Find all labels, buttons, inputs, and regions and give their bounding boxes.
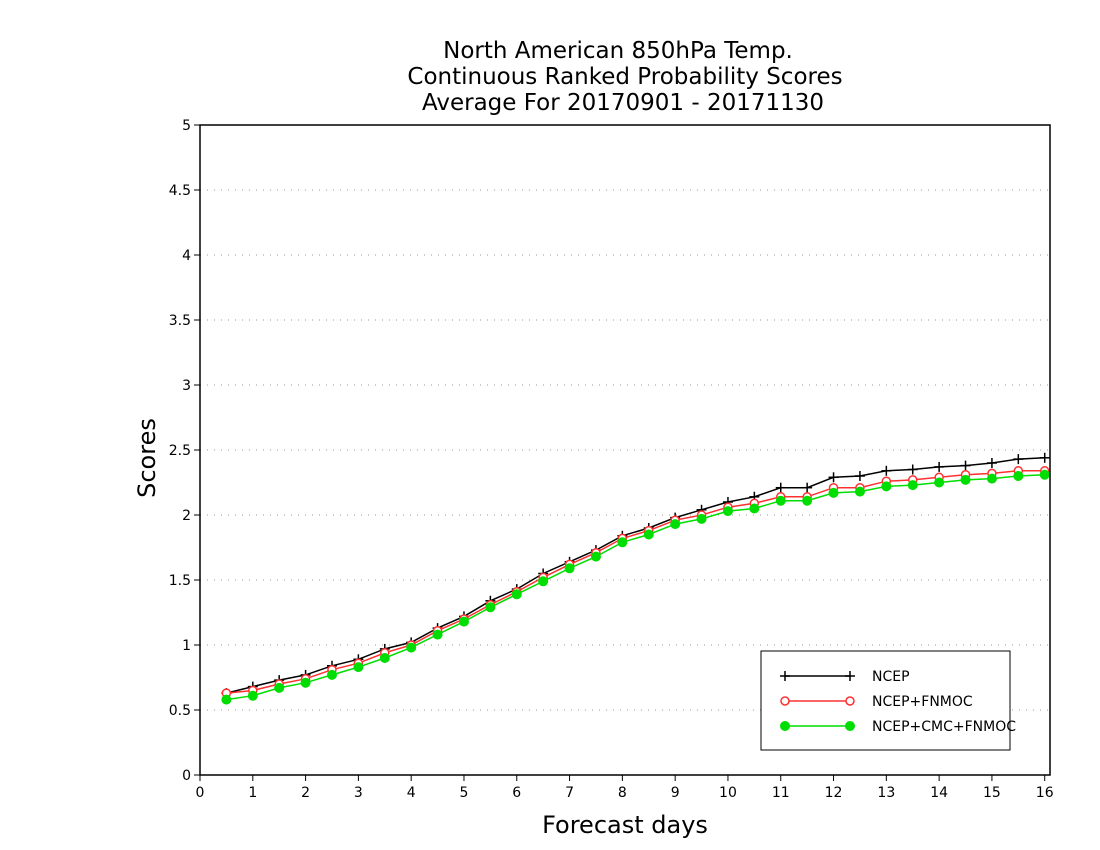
y-axis-label: Scores bbox=[133, 418, 161, 498]
point-marker bbox=[775, 495, 786, 506]
y-tick-label: 2.5 bbox=[169, 443, 191, 459]
y-tick-label: 0 bbox=[182, 768, 191, 784]
legend-label: NCEP bbox=[872, 669, 910, 685]
y-axis-ticks: 0 0.5 1 1.5 2 2.5 3 3.5 4 4.5 5 bbox=[169, 118, 200, 784]
point-marker bbox=[670, 519, 681, 530]
point-marker bbox=[780, 721, 790, 731]
point-marker bbox=[907, 464, 918, 475]
y-tick-label: 3 bbox=[182, 378, 191, 394]
point-marker bbox=[221, 694, 232, 705]
point-marker bbox=[749, 503, 760, 514]
legend-label: NCEP+CMC+FNMOC bbox=[872, 719, 1016, 735]
x-tick-label: 3 bbox=[354, 785, 363, 801]
y-tick-label: 4 bbox=[182, 248, 191, 264]
x-axis-label: Forecast days bbox=[542, 811, 708, 839]
series-layer bbox=[221, 452, 1050, 705]
point-marker bbox=[247, 690, 258, 701]
x-tick-label: 13 bbox=[877, 785, 895, 801]
title-line-1: North American 850hPa Temp. bbox=[443, 38, 793, 64]
x-tick-label: 7 bbox=[565, 785, 574, 801]
point-marker bbox=[854, 471, 865, 481]
point-marker bbox=[590, 551, 601, 562]
x-tick-label: 14 bbox=[930, 785, 948, 801]
y-tick-label: 3.5 bbox=[169, 313, 191, 329]
point-marker bbox=[828, 487, 839, 498]
legend-entry: NCEP+FNMOC bbox=[780, 694, 973, 710]
y-tick-label: 5 bbox=[182, 118, 191, 134]
point-marker bbox=[828, 472, 839, 483]
point-marker bbox=[326, 669, 337, 680]
series-ncep-cmc-fnmoc bbox=[221, 469, 1050, 705]
title-line-3: Average For 20170901 - 20171130 bbox=[422, 90, 824, 116]
point-marker bbox=[1039, 469, 1050, 480]
x-tick-label: 5 bbox=[460, 785, 469, 801]
y-tick-label: 0.5 bbox=[169, 703, 191, 719]
point-marker bbox=[696, 513, 707, 524]
point-marker bbox=[881, 481, 892, 492]
point-marker bbox=[802, 495, 813, 506]
y-tick-label: 2 bbox=[182, 508, 191, 524]
point-marker bbox=[643, 529, 654, 540]
y-tick-label: 4.5 bbox=[169, 183, 191, 199]
point-marker bbox=[960, 474, 971, 485]
point-marker bbox=[511, 589, 522, 600]
point-marker bbox=[986, 473, 997, 484]
x-tick-label: 10 bbox=[719, 785, 737, 801]
point-marker bbox=[432, 629, 443, 640]
point-marker bbox=[986, 458, 997, 468]
x-tick-label: 15 bbox=[983, 785, 1001, 801]
chart-title: North American 850hPa Temp. Continuous R… bbox=[407, 38, 842, 116]
x-tick-label: 0 bbox=[196, 785, 205, 801]
legend: NCEP NCEP+FNMOC NCEP+CMC+FNMOC bbox=[760, 650, 1016, 751]
point-marker bbox=[934, 461, 945, 472]
title-line-2: Continuous Ranked Probability Scores bbox=[407, 64, 842, 90]
point-marker bbox=[300, 677, 311, 688]
point-marker bbox=[960, 460, 971, 471]
point-marker bbox=[379, 653, 390, 663]
x-tick-label: 2 bbox=[301, 785, 310, 801]
point-marker bbox=[458, 616, 469, 627]
point-marker bbox=[564, 563, 575, 574]
point-marker bbox=[845, 671, 855, 681]
y-tick-label: 1.5 bbox=[169, 573, 191, 589]
point-marker bbox=[775, 482, 786, 493]
point-marker bbox=[907, 480, 918, 491]
legend-label: NCEP+FNMOC bbox=[872, 694, 973, 710]
point-marker bbox=[1013, 454, 1024, 465]
y-tick-label: 1 bbox=[182, 638, 191, 654]
point-marker bbox=[845, 696, 855, 706]
point-marker bbox=[854, 486, 865, 497]
point-marker bbox=[802, 482, 813, 493]
point-marker bbox=[722, 506, 733, 517]
point-marker bbox=[780, 696, 790, 706]
x-tick-label: 8 bbox=[618, 785, 627, 801]
point-marker bbox=[617, 537, 628, 548]
x-tick-label: 1 bbox=[248, 785, 257, 801]
point-marker bbox=[881, 465, 892, 476]
point-marker bbox=[274, 682, 285, 693]
point-marker bbox=[406, 642, 417, 653]
x-tick-label: 11 bbox=[772, 785, 790, 801]
legend-entry: NCEP+CMC+FNMOC bbox=[780, 719, 1016, 735]
point-marker bbox=[538, 576, 549, 587]
point-marker bbox=[780, 671, 790, 681]
x-tick-label: 9 bbox=[671, 785, 680, 801]
point-marker bbox=[1013, 471, 1024, 481]
point-marker bbox=[845, 721, 855, 731]
point-marker bbox=[353, 662, 364, 673]
x-tick-label: 16 bbox=[1036, 785, 1054, 801]
point-marker bbox=[1039, 452, 1050, 463]
x-axis-ticks: 0 1 2 3 4 5 6 7 8 9 10 11 12 13 14 15 16 bbox=[196, 775, 1054, 801]
point-marker bbox=[485, 602, 496, 613]
x-tick-label: 12 bbox=[825, 785, 843, 801]
x-tick-label: 4 bbox=[407, 785, 416, 801]
x-tick-label: 6 bbox=[512, 785, 521, 801]
point-marker bbox=[934, 477, 945, 488]
grid-lines bbox=[200, 189, 1050, 711]
legend-entry: NCEP bbox=[780, 669, 910, 685]
